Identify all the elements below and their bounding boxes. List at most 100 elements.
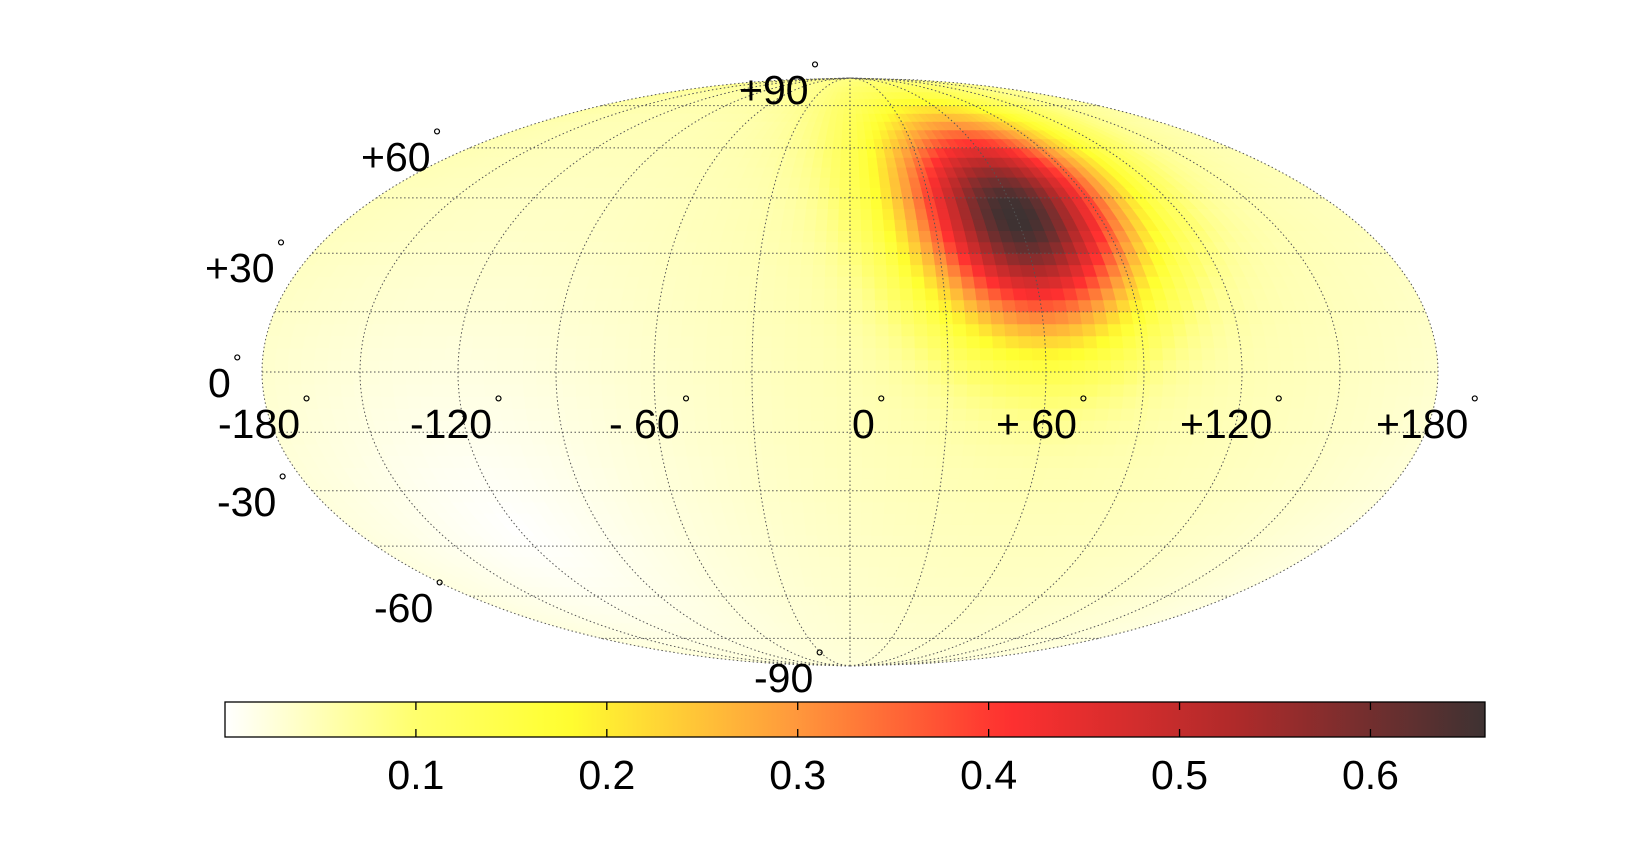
heatmap-cell — [858, 566, 871, 578]
heatmap-cell — [990, 311, 1006, 325]
heatmap-cell — [927, 359, 942, 373]
heatmap-cell — [826, 230, 839, 243]
heatmap-cell — [366, 347, 382, 361]
heatmap-cell — [1293, 359, 1308, 373]
heatmap-cell — [693, 407, 709, 421]
heatmap-cell — [522, 359, 538, 373]
heatmap-cell — [962, 443, 978, 457]
heatmap-cell — [767, 501, 782, 514]
heatmap-cell — [262, 359, 277, 373]
heatmap-cell — [934, 467, 950, 480]
heatmap-cell — [444, 359, 459, 373]
heatmap-cell — [1318, 347, 1334, 361]
heatmap-cell — [736, 455, 752, 469]
heatmap-cell — [627, 371, 642, 385]
heatmap-cell — [873, 467, 888, 480]
heatmap-cell — [775, 264, 790, 277]
heatmap-cell — [799, 455, 814, 469]
heatmap-cell — [875, 347, 890, 361]
heatmap-cell — [837, 230, 851, 243]
heatmap-cell — [1058, 359, 1073, 373]
heatmap-cell — [952, 407, 968, 421]
heatmap-cell — [1160, 335, 1177, 349]
heatmap-cell — [1149, 371, 1165, 385]
heatmap-cell — [733, 311, 749, 325]
heatmap-cell — [640, 383, 656, 397]
heatmap-cell — [1136, 383, 1151, 397]
heatmap-cell — [843, 630, 851, 639]
heatmap-cell — [806, 535, 819, 547]
heatmap-cell — [1212, 335, 1229, 349]
heatmap-cell — [826, 219, 840, 232]
heatmap-cell — [836, 287, 851, 301]
heatmap-cell — [827, 535, 840, 547]
heatmap-cell — [839, 166, 851, 178]
heatmap-cell — [780, 219, 795, 232]
heatmap-cell — [815, 513, 829, 525]
heatmap-cell — [807, 186, 820, 199]
heatmap-cell — [1290, 335, 1307, 349]
heatmap-cell — [750, 467, 766, 480]
heatmap-cell — [790, 501, 805, 514]
heatmap-cell — [965, 323, 981, 337]
heatmap-cell — [707, 419, 723, 433]
heatmap-cell — [1175, 383, 1190, 397]
heatmap-cell — [803, 513, 817, 525]
heatmap-cell — [838, 219, 851, 232]
heatmap-cell — [765, 241, 781, 254]
heatmap-cell — [302, 335, 319, 349]
heatmap-cell — [812, 156, 824, 168]
heatmap-cell — [927, 347, 942, 361]
heatmap-cell — [894, 513, 908, 525]
heatmap-cell — [801, 241, 816, 254]
heatmap-cell — [797, 395, 812, 409]
heatmap-cell — [926, 311, 941, 325]
heatmap-cell — [1355, 395, 1372, 409]
heatmap-cell — [782, 524, 797, 536]
heatmap-cell — [732, 335, 747, 349]
heatmap-cell — [734, 431, 750, 445]
heatmap-cell — [891, 197, 905, 210]
heatmap-cell — [722, 443, 738, 457]
heatmap-cell — [960, 455, 976, 469]
heatmap-cell — [960, 275, 976, 289]
heatmap-cell — [829, 166, 842, 178]
heatmap-cell — [1240, 347, 1256, 361]
heatmap-cell — [1084, 371, 1099, 385]
heatmap-cell — [901, 407, 916, 421]
heatmap-cell — [1147, 335, 1163, 349]
heatmap-cell — [828, 186, 841, 199]
heatmap-cell — [979, 395, 994, 409]
heatmap-cell — [849, 112, 858, 122]
heatmap-cell — [1422, 347, 1438, 361]
heatmap-cell — [1371, 359, 1387, 373]
heatmap-cell — [861, 275, 876, 289]
heatmap-cell — [874, 287, 889, 301]
heatmap-cell — [875, 419, 890, 433]
heatmap-cell — [836, 335, 851, 349]
heatmap-cell — [888, 383, 903, 397]
heatmap-cell — [393, 335, 410, 349]
heatmap-cell — [653, 359, 668, 373]
heatmap-cell — [798, 431, 813, 445]
heatmap-cell — [829, 566, 842, 578]
heatmap-cell — [872, 501, 886, 514]
heatmap-cell — [914, 359, 929, 373]
heatmap-cell — [793, 524, 807, 536]
heatmap-cell — [470, 347, 486, 361]
heatmap-cell — [849, 287, 864, 301]
heatmap-cell — [523, 383, 538, 397]
heatmap-cell — [614, 347, 630, 361]
heatmap-cell — [886, 455, 901, 469]
heatmap-cell — [784, 335, 799, 349]
heatmap-cell — [692, 359, 707, 373]
heatmap-surface — [262, 78, 1438, 666]
heatmap-cell — [1160, 395, 1177, 409]
heatmap-cell — [882, 208, 896, 220]
heatmap-cell — [833, 604, 844, 615]
heatmap-cell — [905, 219, 920, 232]
heatmap-cell — [1032, 359, 1047, 373]
heatmap-cell — [692, 347, 708, 361]
heatmap-cell — [771, 407, 787, 421]
heatmap-cell — [679, 359, 694, 373]
